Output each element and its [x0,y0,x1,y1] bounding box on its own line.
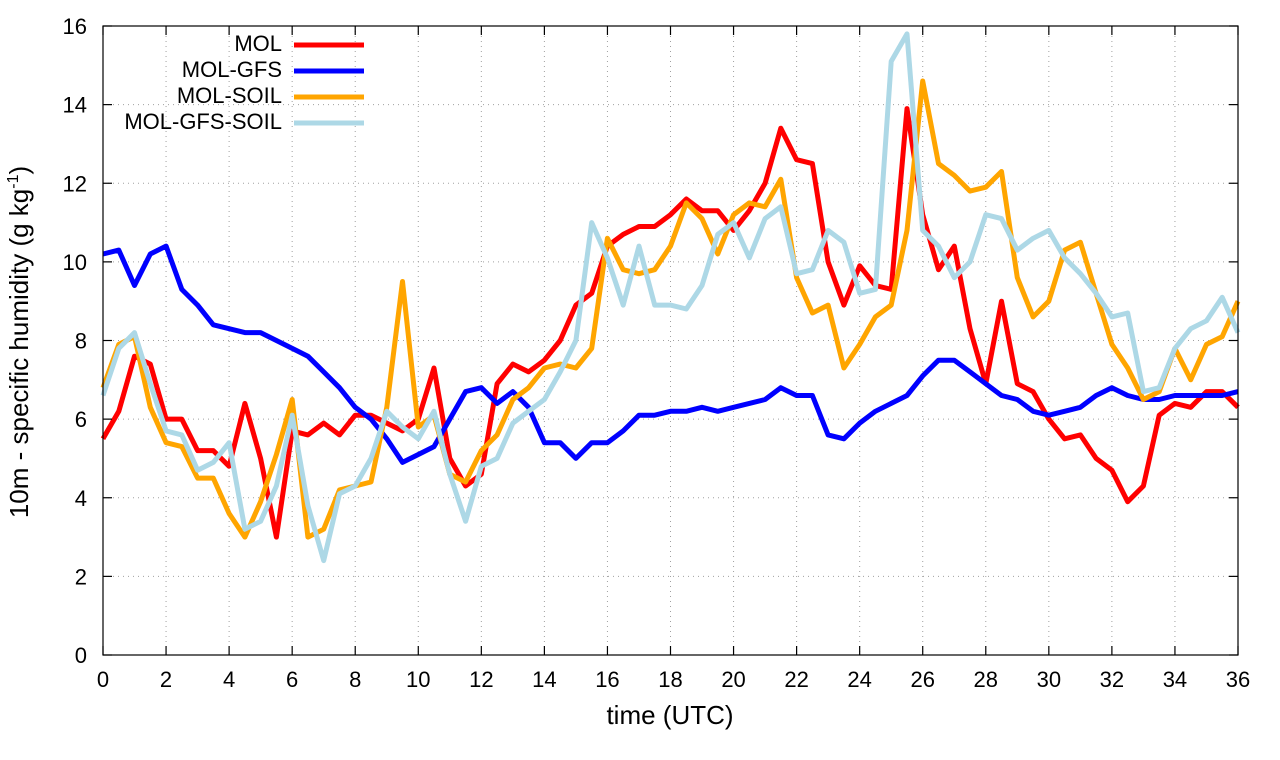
legend: MOL MOL-GFS MOL-SOIL MOL-GFS-SOIL [124,31,364,134]
x-tick-label: 34 [1163,667,1187,692]
axis-ticks [102,25,1239,656]
legend-label-mol-gfs: MOL-GFS [182,57,282,82]
x-tick-label: 26 [910,667,934,692]
y-tick-labels: 0 2 4 6 8 10 12 14 16 [63,14,87,668]
y-tick-label: 10 [63,250,87,275]
x-tick-label: 30 [1037,667,1061,692]
x-tick-labels: 0 2 4 6 8 10 12 14 16 18 20 22 24 26 28 30 32 34 36 [97,667,1250,692]
x-tick-label: 36 [1226,667,1250,692]
x-tick-label: 8 [349,667,361,692]
x-tick-label: 14 [532,667,556,692]
y-axis-title: 10m - specific humidity (g kg-1) [4,166,34,518]
y-tick-label: 0 [75,643,87,668]
x-tick-label: 28 [974,667,998,692]
x-tick-label: 16 [595,667,619,692]
x-tick-label: 18 [658,667,682,692]
x-tick-label: 6 [286,667,298,692]
legend-item-mol-gfs-soil: MOL-GFS-SOIL [124,109,364,134]
x-tick-label: 32 [1100,667,1124,692]
series-line-mol-gfs [102,243,1239,465]
y-tick-label: 4 [75,486,87,511]
x-tick-label: 10 [406,667,430,692]
legend-label-mol-soil: MOL-SOIL [177,83,282,108]
x-tick-label: 12 [469,667,493,692]
series-lines [100,31,1241,564]
legend-item-mol-gfs: MOL-GFS [182,57,364,82]
series-line-mol-soil [100,78,1241,540]
x-tick-label: 20 [721,667,745,692]
y-tick-label: 14 [63,93,87,118]
y-tick-label: 6 [75,407,87,432]
y-tick-label: 12 [63,171,87,196]
y-tick-label: 8 [75,329,87,354]
x-axis-title: time (UTC) [606,700,733,730]
series-line-mol [100,106,1240,540]
x-tick-label: 22 [784,667,808,692]
x-tick-label: 24 [847,667,871,692]
y-tick-label: 16 [63,14,87,39]
x-tick-label: 4 [223,667,235,692]
y-tick-label: 2 [75,564,87,589]
legend-label-mol: MOL [234,31,282,56]
x-tick-label: 0 [97,667,109,692]
legend-label-mol-gfs-soil: MOL-GFS-SOIL [124,109,282,134]
series-line-mol-gfs-soil [100,31,1241,564]
legend-item-mol-soil: MOL-SOIL [177,83,364,108]
x-tick-label: 2 [160,667,172,692]
legend-item-mol: MOL [234,31,364,56]
